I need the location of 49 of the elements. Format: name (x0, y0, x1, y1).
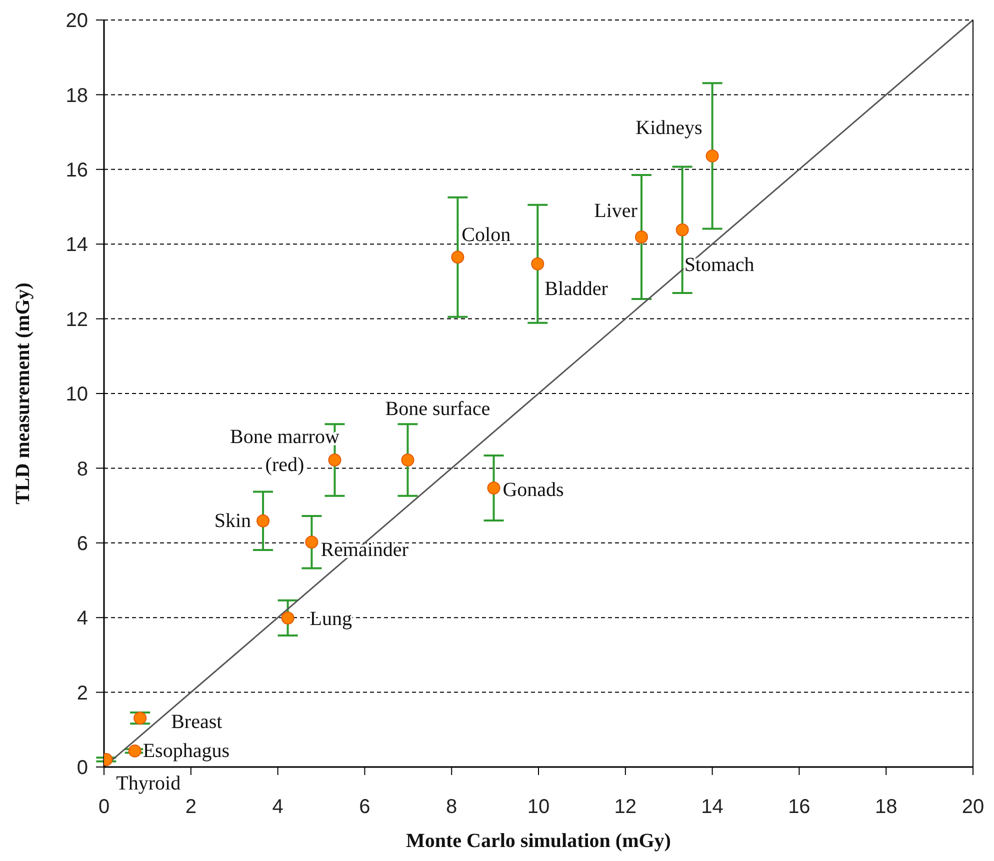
point (676, 223, 689, 236)
point (281, 611, 294, 624)
x-tick-label: 20 (962, 796, 984, 818)
x-tick-label: 0 (98, 796, 110, 818)
annotation: Liver (594, 200, 638, 222)
point (531, 257, 544, 270)
point (451, 250, 464, 264)
point (305, 536, 318, 549)
annotation: Thyroid (116, 772, 181, 795)
annotation: Stomach (684, 254, 754, 276)
x-tick-label: 6 (359, 796, 370, 818)
annotation: Colon (462, 224, 511, 246)
annotation: Bone surface (385, 398, 490, 420)
point (134, 712, 147, 725)
x-tick-label: 18 (874, 796, 898, 818)
annotation: Lung (310, 608, 352, 630)
point (328, 453, 342, 466)
point (401, 453, 414, 466)
y-tick-label: 10 (66, 384, 88, 406)
x-tick-label: 14 (701, 796, 724, 818)
point (706, 149, 719, 162)
y-tick-label: 12 (66, 308, 88, 331)
y-tick-label: 16 (66, 160, 88, 182)
annotation: Esophagus (142, 740, 230, 762)
y-tick-label: 20 (66, 10, 88, 32)
annotation: Bladder (544, 278, 608, 300)
y-tick-label: 2 (76, 682, 88, 704)
x-tick-label: 16 (788, 796, 810, 818)
annotation: Skin (214, 510, 252, 532)
point (634, 230, 648, 244)
x-axis-title: Monte Carlo simulation (mGy) (406, 830, 671, 852)
annotation: Breast (171, 711, 223, 734)
point (256, 514, 270, 528)
y-axis-title: TLD measurement (mGy) (12, 282, 34, 504)
x-tick-label: 10 (527, 796, 550, 818)
y-tick-label: 0 (76, 757, 88, 780)
x-tick-label: 8 (446, 796, 458, 818)
annotation: Gonads (502, 478, 564, 501)
y-tick-label: 6 (76, 533, 88, 555)
y-tick-label: 18 (66, 84, 88, 107)
y-tick-label: 4 (76, 608, 88, 630)
y-tick-label: 14 (66, 234, 88, 256)
annotation: Kidneys (636, 116, 703, 139)
y-tick-label: 8 (76, 458, 88, 480)
point (128, 744, 142, 758)
point (487, 481, 500, 494)
x-tick-label: 12 (614, 796, 637, 818)
x-tick-label: 2 (185, 796, 196, 818)
x-tick-label: 4 (272, 796, 284, 818)
